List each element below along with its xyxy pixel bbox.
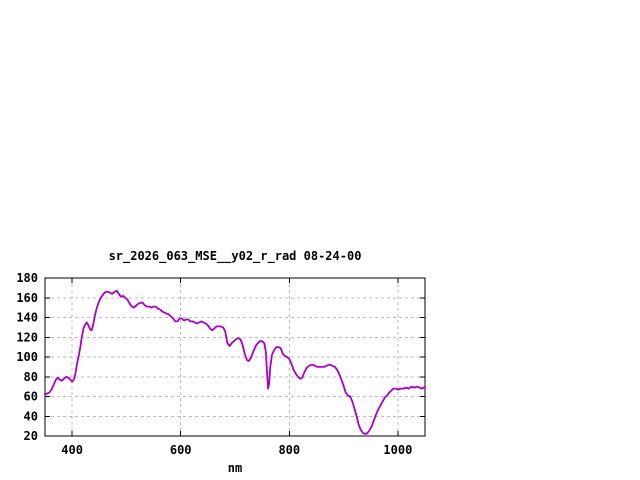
chart-title: sr_2026_063_MSE__y02_r_rad 08-24-00 [108,249,362,263]
y-tick-label: 60 [24,390,38,404]
y-tick-label: 160 [16,291,38,305]
spectrum-curve [44,289,426,435]
y-tick-label: 100 [16,350,38,364]
x-tick-label: 400 [61,443,83,457]
x-tick-label: 1000 [383,443,412,457]
y-tick-label: 40 [24,409,38,423]
x-tick-label: 600 [170,443,192,457]
x-axis-label: nm [227,461,243,475]
x-tick-label: 800 [278,443,300,457]
y-tick-label: 20 [24,429,38,443]
y-tick-label: 180 [16,271,38,285]
y-tick-label: 140 [16,311,38,325]
y-tick-label: 120 [16,330,38,344]
y-tick-label: 80 [24,370,38,384]
